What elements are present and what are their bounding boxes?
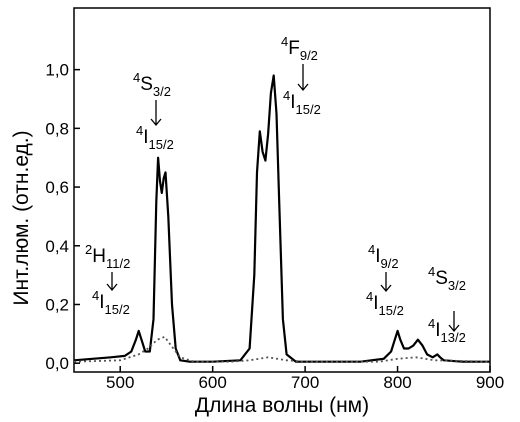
y-axis-label: Инт.люм. (отн.ед.) xyxy=(10,130,33,305)
x-tick-label: 500 xyxy=(106,373,134,392)
level-term: S xyxy=(140,74,153,95)
level-sub: 3/2 xyxy=(448,278,466,293)
level-sup: 4 xyxy=(92,288,99,303)
level-sup: 4 xyxy=(366,289,373,304)
x-tick-label: 700 xyxy=(291,373,319,392)
y-tick-label: 0,6 xyxy=(45,178,69,197)
level-term: I xyxy=(143,127,148,148)
level-label: 2H11/2 xyxy=(85,242,130,271)
level-sub: 15/2 xyxy=(105,302,130,317)
x-axis-label: Длина волны (нм) xyxy=(195,394,369,417)
level-label: 4I15/2 xyxy=(366,289,404,318)
level-sup: 4 xyxy=(283,88,290,103)
level-sub: 15/2 xyxy=(149,137,174,152)
y-tick-label: 0,4 xyxy=(45,237,69,256)
level-sup: 4 xyxy=(136,123,143,138)
level-sub: 13/2 xyxy=(441,330,466,345)
plot-frame xyxy=(73,7,491,373)
arrow-head xyxy=(297,83,309,92)
level-label: 4I15/2 xyxy=(136,123,174,152)
level-sub: 3/2 xyxy=(153,84,171,99)
x-tick-label: 800 xyxy=(383,373,411,392)
y-tick-label: 0,0 xyxy=(45,354,69,373)
level-term: I xyxy=(375,246,380,267)
level-label: 4F9/2 xyxy=(281,34,318,63)
level-term: I xyxy=(290,92,295,113)
level-sub: 11/2 xyxy=(106,256,130,271)
level-term: F xyxy=(288,38,300,59)
level-label: 4I13/2 xyxy=(428,316,466,345)
x-tick-label: 900 xyxy=(476,373,504,392)
x-tick-label: 600 xyxy=(198,373,226,392)
y-tick-label: 0,8 xyxy=(45,119,69,138)
level-sup: 4 xyxy=(428,264,435,279)
level-term: S xyxy=(435,268,448,289)
y-tick-label: 1,0 xyxy=(45,61,69,80)
level-sub: 15/2 xyxy=(296,102,321,117)
level-label: 4S3/2 xyxy=(428,264,466,293)
arrow-head xyxy=(448,324,460,333)
level-term: H xyxy=(92,246,106,267)
level-sub: 9/2 xyxy=(300,48,318,63)
level-sup: 4 xyxy=(428,316,435,331)
level-term: I xyxy=(99,292,104,313)
level-sup: 4 xyxy=(281,34,288,49)
y-tick-label: 0,2 xyxy=(45,295,69,314)
arrow-head xyxy=(106,283,118,292)
level-sup: 4 xyxy=(368,242,375,257)
level-label: 4I15/2 xyxy=(92,288,130,317)
arrow-head xyxy=(380,284,392,293)
spectrum-line xyxy=(73,74,490,363)
level-label: 4I9/2 xyxy=(368,242,399,271)
level-sup: 4 xyxy=(133,70,140,85)
level-sub: 15/2 xyxy=(379,303,404,318)
level-sup: 2 xyxy=(85,242,92,257)
spectrum-line xyxy=(73,335,491,363)
level-label: 4S3/2 xyxy=(133,70,171,99)
arrow-head xyxy=(150,118,162,127)
level-term: I xyxy=(435,320,440,341)
level-label: 4I15/2 xyxy=(283,88,321,117)
level-sub: 9/2 xyxy=(381,256,399,271)
level-term: I xyxy=(373,293,378,314)
